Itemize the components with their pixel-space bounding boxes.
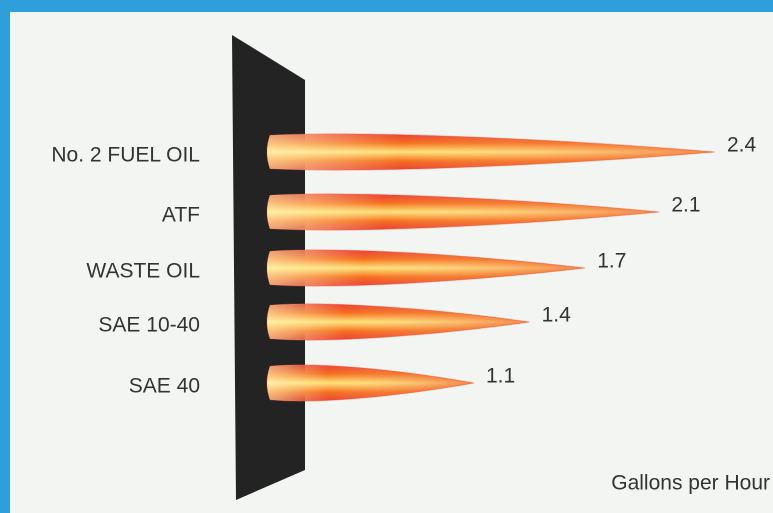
flame-glow	[267, 193, 660, 231]
category-label: SAE 40	[129, 375, 200, 398]
flame-glow	[267, 303, 530, 341]
flame-glow	[267, 364, 474, 402]
value-label: 1.4	[542, 304, 572, 327]
value-label: 2.4	[727, 134, 757, 157]
value-label: 2.1	[671, 194, 700, 217]
category-label: SAE 10-40	[98, 314, 200, 337]
value-label: 1.7	[597, 250, 626, 273]
flame-glow	[267, 133, 715, 171]
flame-glow	[267, 249, 586, 287]
value-label: 1.1	[486, 365, 515, 388]
category-label: No. 2 FUEL OIL	[51, 144, 200, 167]
category-label: ATF	[162, 204, 200, 227]
x-axis-label: Gallons per Hour	[611, 472, 770, 495]
category-label: WASTE OIL	[86, 260, 200, 283]
